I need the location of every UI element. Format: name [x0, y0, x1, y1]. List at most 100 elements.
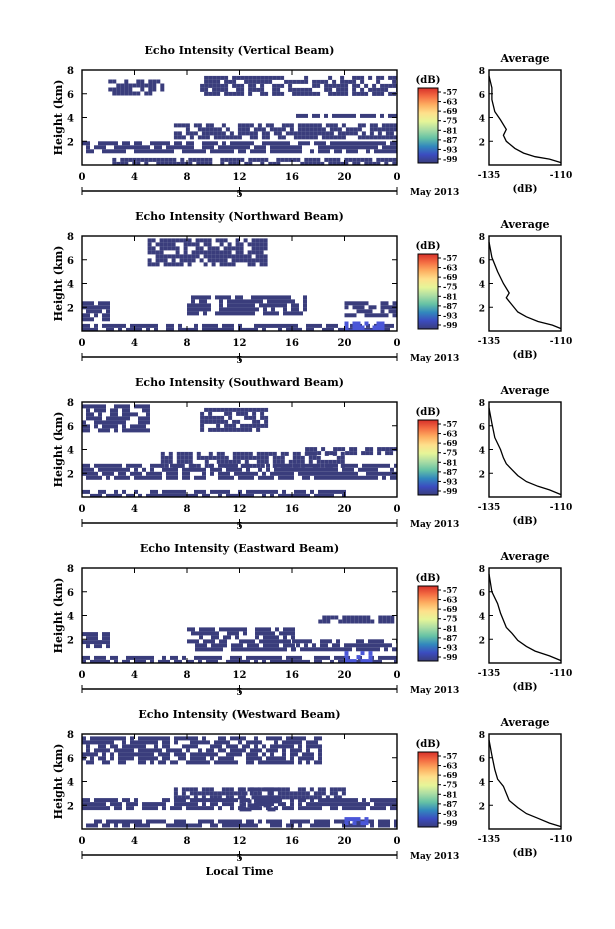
- chart-panel-2: Echo Intensity (Northward Beam)2468Heigh…: [52, 210, 572, 366]
- echo-cell: [344, 305, 349, 310]
- echo-cell: [290, 760, 294, 765]
- echo-cell: [248, 463, 253, 468]
- echo-cell: [160, 455, 165, 460]
- echo-cell: [360, 329, 365, 331]
- echo-cell: [360, 113, 364, 118]
- echo-cell: [208, 91, 213, 96]
- echo-cell: [126, 752, 130, 757]
- echo-cell: [174, 475, 178, 480]
- echo-cell: [370, 619, 375, 624]
- echo-cell: [208, 451, 213, 456]
- echo-cell: [186, 475, 190, 480]
- echo-cell: [346, 475, 350, 480]
- echo-cell: [239, 258, 244, 263]
- echo-cell: [86, 475, 90, 480]
- echo-cell: [126, 744, 130, 749]
- echo-cell: [287, 639, 291, 644]
- echo-cell: [179, 254, 184, 259]
- echo-cell: [208, 455, 213, 460]
- echo-cell: [94, 305, 98, 310]
- echo-cell: [238, 740, 242, 745]
- echo-cell: [98, 798, 102, 803]
- echo-cell: [142, 740, 146, 745]
- echo-cell: [251, 311, 255, 316]
- echo-cell: [287, 295, 291, 300]
- echo-cell: [352, 161, 357, 165]
- echo-cell: [250, 756, 254, 761]
- echo-cell: [142, 416, 146, 421]
- echo-cell: [259, 299, 263, 304]
- x-tick-label: 0: [394, 836, 401, 847]
- echo-cell: [318, 752, 322, 757]
- echo-cell: [210, 798, 214, 803]
- echo-cell: [138, 819, 142, 824]
- echo-cell: [230, 323, 234, 328]
- echo-cell: [178, 806, 182, 811]
- echo-cell: [262, 149, 266, 154]
- echo-cell: [90, 756, 94, 761]
- echo-cell: [110, 416, 114, 421]
- echo-cell: [158, 760, 162, 765]
- echo-cell: [134, 819, 138, 824]
- echo-cell: [116, 91, 121, 96]
- echo-cell: [362, 463, 366, 468]
- echo-cell: [184, 459, 189, 464]
- echo-cell: [388, 91, 393, 96]
- echo-cell: [94, 420, 98, 425]
- echo-cell: [275, 303, 279, 308]
- echo-cell: [203, 643, 207, 648]
- echo-cell: [142, 145, 146, 150]
- echo-cell: [86, 301, 90, 306]
- echo-cell: [207, 303, 211, 308]
- echo-cell: [126, 467, 130, 472]
- echo-cell: [146, 740, 150, 745]
- echo-cell: [190, 756, 194, 761]
- echo-cell: [222, 756, 226, 761]
- echo-cell: [247, 799, 252, 804]
- average-x-tick-label: -135: [478, 503, 501, 513]
- y-tick-label: 2: [67, 303, 74, 314]
- echo-cell: [86, 327, 90, 331]
- echo-cell: [219, 242, 224, 247]
- echo-cell: [247, 647, 251, 652]
- echo-cell: [236, 427, 241, 432]
- echo-cell: [304, 161, 309, 165]
- echo-cell: [226, 756, 230, 761]
- echo-cell: [181, 123, 186, 128]
- echo-cell: [138, 428, 142, 433]
- echo-cell: [330, 327, 334, 331]
- echo-cell: [358, 806, 362, 811]
- echo-cell: [286, 141, 290, 146]
- echo-cell: [228, 415, 233, 420]
- echo-cell: [110, 736, 114, 741]
- echo-cell: [215, 295, 219, 300]
- echo-cell: [368, 75, 373, 80]
- echo-cell: [278, 756, 282, 761]
- echo-cell: [247, 242, 252, 247]
- echo-cell: [278, 736, 282, 741]
- echo-cell: [102, 467, 106, 472]
- echo-cell: [252, 455, 257, 460]
- echo-cell: [330, 467, 334, 472]
- echo-cell: [242, 145, 246, 150]
- echo-cell: [364, 659, 369, 663]
- echo-cell: [199, 307, 203, 312]
- echo-cell: [282, 323, 286, 328]
- echo-cell: [198, 489, 202, 494]
- echo-cell: [352, 325, 357, 330]
- echo-cell: [330, 615, 335, 620]
- echo-cell: [218, 744, 222, 749]
- echo-cell: [203, 307, 207, 312]
- echo-cell: [191, 639, 195, 644]
- echo-cell: [392, 309, 397, 314]
- echo-cell: [247, 250, 252, 255]
- echo-cell: [352, 817, 357, 822]
- echo-cell: [94, 819, 98, 824]
- echo-cell: [364, 321, 369, 326]
- echo-cell: [259, 795, 264, 800]
- echo-cell: [183, 250, 188, 255]
- echo-cell: [94, 408, 98, 413]
- echo-cell: [274, 744, 278, 749]
- echo-cell: [243, 299, 247, 304]
- echo-cell: [274, 141, 278, 146]
